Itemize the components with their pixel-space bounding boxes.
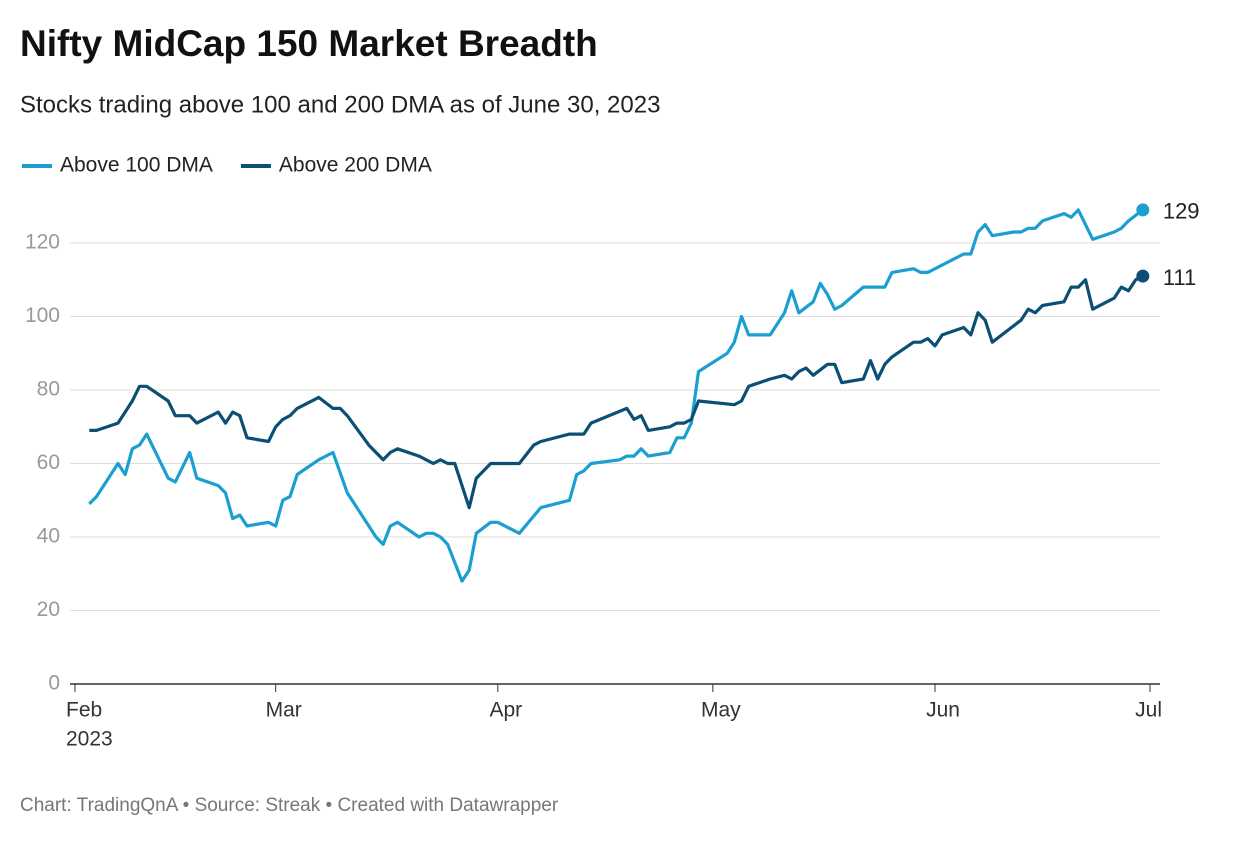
y-tick-label: 0 [48,672,60,695]
series-line [89,274,1144,510]
x-tick-label: Jun [926,699,960,722]
series-line [88,208,1144,583]
x-tick-label: Jul [1135,699,1162,722]
y-tick-label: 100 [25,304,60,327]
end-dot [1136,269,1150,283]
x-tick-label: Feb [66,699,102,722]
x-tick-label: May [701,699,741,722]
chart-source: Chart: TradingQnA • Source: Streak • Cre… [20,795,559,816]
y-tick-label: 20 [37,598,60,621]
legend-label: Above 100 DMA [60,154,213,177]
chart-subtitle: Stocks trading above 100 and 200 DMA as … [20,91,660,118]
x-tick-label: Apr [489,699,522,722]
end-label: 111 [1163,265,1196,290]
y-tick-label: 60 [37,451,60,474]
y-tick-label: 120 [25,231,60,254]
x-tick-label: Mar [266,699,302,722]
chart-title: Nifty MidCap 150 Market Breadth [20,23,598,64]
end-label: 129 [1163,199,1200,224]
y-tick-label: 40 [37,525,60,548]
y-tick-label: 80 [37,378,60,401]
end-dot [1136,203,1150,217]
legend-label: Above 200 DMA [279,154,432,177]
x-year-label: 2023 [66,728,113,751]
